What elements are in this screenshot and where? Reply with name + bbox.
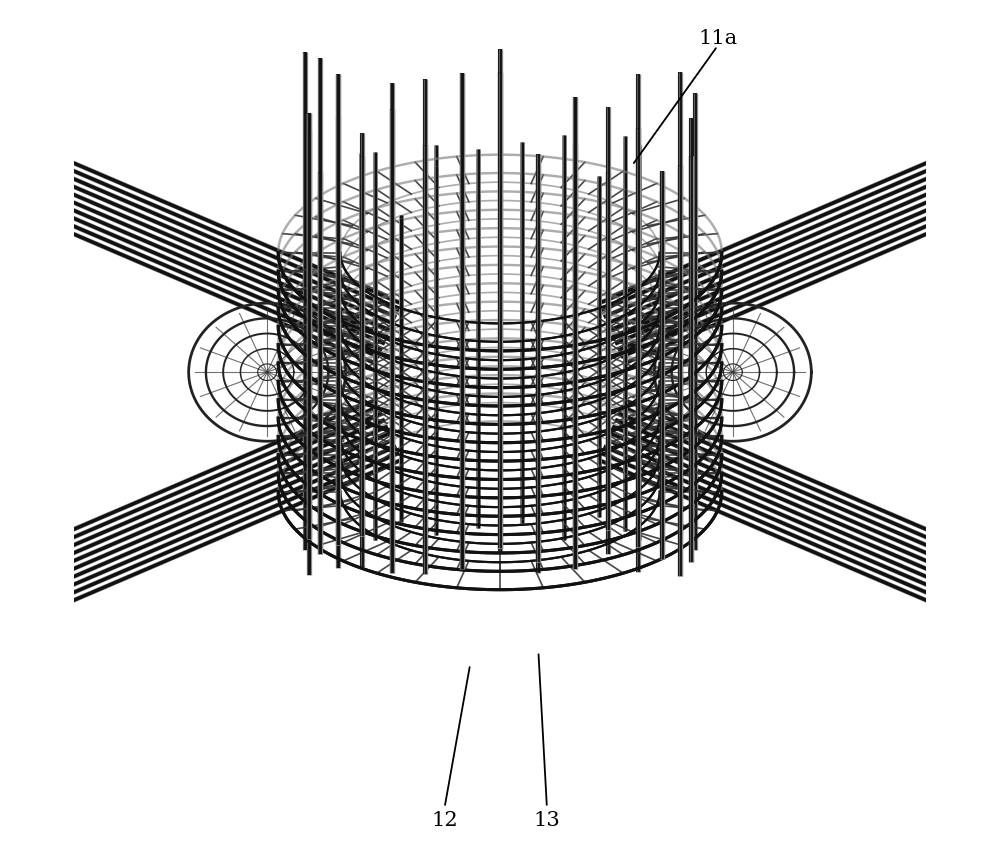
- Text: 11a: 11a: [698, 29, 737, 48]
- Text: 13: 13: [534, 810, 560, 829]
- Text: 12: 12: [431, 810, 458, 829]
